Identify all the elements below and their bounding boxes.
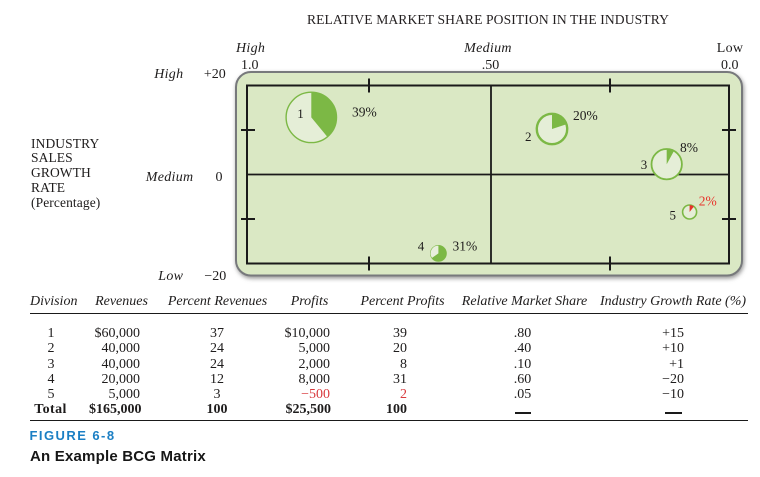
svg-text:5: 5 bbox=[670, 207, 677, 222]
svg-text:20%: 20% bbox=[573, 108, 598, 123]
svg-text:4: 4 bbox=[418, 239, 425, 254]
svg-text:2: 2 bbox=[525, 129, 532, 144]
svg-text:8%: 8% bbox=[680, 140, 698, 155]
svg-text:3: 3 bbox=[641, 157, 648, 172]
svg-text:31%: 31% bbox=[453, 239, 478, 254]
svg-text:2%: 2% bbox=[699, 194, 717, 209]
svg-text:39%: 39% bbox=[352, 105, 377, 120]
svg-text:1: 1 bbox=[297, 106, 304, 121]
